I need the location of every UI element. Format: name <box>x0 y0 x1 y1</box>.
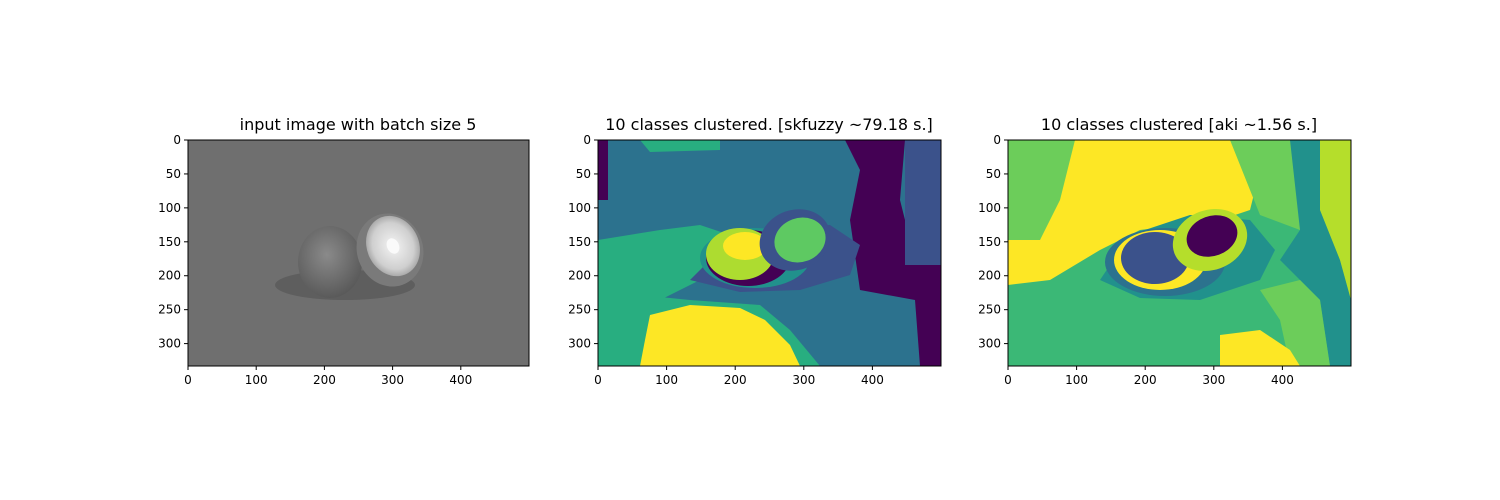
class-region-yellow-top <box>1008 140 1260 285</box>
whole-orange <box>298 226 362 298</box>
class-region-yellow-bottom <box>640 305 800 366</box>
y-tick-label: 150 <box>158 235 181 249</box>
y-tick-label: 50 <box>166 167 181 181</box>
x-tick-label: 0 <box>594 373 602 387</box>
y-tick-label: 0 <box>173 133 181 147</box>
class-region-fruit-highlight <box>723 232 767 260</box>
y-tick-label: 50 <box>986 167 1001 181</box>
y-tick-label: 150 <box>568 235 591 249</box>
x-tick-label: 400 <box>861 373 884 387</box>
class-region-lightgreen-right <box>1260 280 1330 366</box>
half-orange-pith <box>386 238 400 254</box>
panel-skfuzzy-clusters: 10 classes clustered. [skfuzzy ~79.18 s.… <box>568 115 942 387</box>
x-tick-label: 300 <box>381 373 404 387</box>
y-tick-label: 200 <box>158 269 181 283</box>
x-tick-label: 200 <box>1134 373 1157 387</box>
y-tick-label: 150 <box>978 235 1001 249</box>
panel-title: 10 classes clustered. [skfuzzy ~79.18 s.… <box>605 115 933 134</box>
y-tick-label: 200 <box>978 269 1001 283</box>
y-tick-label: 200 <box>568 269 591 283</box>
x-axis: 0 100 200 300 400 <box>1004 366 1294 387</box>
cluster-map <box>1008 140 1351 366</box>
y-tick-label: 0 <box>583 133 591 147</box>
x-tick-label: 0 <box>184 373 192 387</box>
y-axis: 0 50 100 150 200 250 300 <box>568 133 598 351</box>
class-region-lightgreen-topleft <box>1008 140 1075 240</box>
class-region-fruit-left <box>1121 232 1189 284</box>
y-axis: 0 50 100 150 200 250 300 <box>158 133 188 351</box>
panel-title: input image with batch size 5 <box>240 115 477 134</box>
class-region-half-cut <box>1186 215 1238 257</box>
x-tick-label: 200 <box>724 373 747 387</box>
y-tick-label: 50 <box>576 167 591 181</box>
x-tick-label: 0 <box>1004 373 1012 387</box>
axes-frame <box>597 139 942 367</box>
axes-frame <box>1007 139 1352 367</box>
y-tick-label: 250 <box>978 303 1001 317</box>
y-tick-label: 300 <box>978 337 1001 351</box>
x-tick-label: 400 <box>449 373 472 387</box>
x-tick-label: 200 <box>313 373 336 387</box>
x-axis: 0 100 200 300 400 <box>594 366 884 387</box>
x-tick-label: 300 <box>1202 373 1225 387</box>
class-region-blue-edge <box>905 140 941 265</box>
y-tick-label: 100 <box>158 201 181 215</box>
x-tick-label: 300 <box>792 373 815 387</box>
y-tick-label: 250 <box>158 303 181 317</box>
panel-aki-clusters: 10 classes clustered [aki ~1.56 s.] 0 100… <box>978 115 1352 387</box>
x-tick-label: 100 <box>655 373 678 387</box>
y-tick-label: 100 <box>568 201 591 215</box>
panel-title: 10 classes clustered [aki ~1.56 s.] <box>1041 115 1317 134</box>
class-region-half-cut <box>774 217 826 263</box>
x-tick-label: 400 <box>1271 373 1294 387</box>
y-tick-label: 100 <box>978 201 1001 215</box>
class-region-green-left <box>598 225 730 310</box>
axes-frame <box>187 139 530 367</box>
image-area <box>188 140 529 366</box>
x-tick-label: 100 <box>245 373 268 387</box>
panel-input-image: input image with batch size 5 0 100 200 300… <box>158 115 530 387</box>
cluster-map <box>598 140 941 366</box>
class-region-yellow-bottom <box>1220 330 1300 366</box>
y-tick-label: 250 <box>568 303 591 317</box>
class-region-green-top <box>640 140 720 152</box>
x-tick-label: 100 <box>1065 373 1088 387</box>
class-region-purple-right <box>845 140 941 366</box>
y-tick-label: 300 <box>158 337 181 351</box>
y-axis: 0 50 100 150 200 250 300 <box>978 133 1008 351</box>
class-region-teal-right <box>1280 140 1351 366</box>
y-tick-label: 300 <box>568 337 591 351</box>
x-axis: 0 100 200 300 400 <box>184 366 472 387</box>
y-tick-label: 0 <box>993 133 1001 147</box>
class-region-lime-edge <box>1320 140 1351 300</box>
class-region-purple-left-strip <box>598 140 608 200</box>
